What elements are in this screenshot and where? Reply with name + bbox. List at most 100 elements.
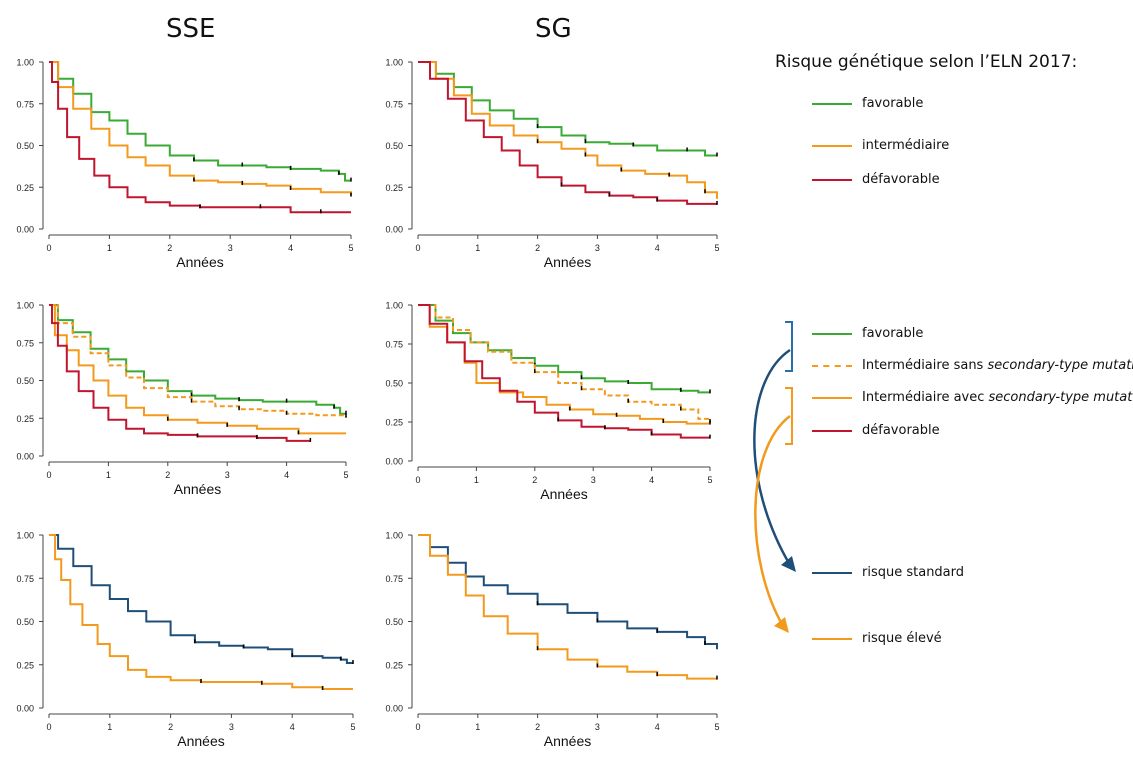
legend2-intermediate-without-swatch <box>812 365 852 367</box>
y-tick-label: 0.00 <box>16 225 34 235</box>
km-panel-row2-SSE: 0.00 0.25 0.50 0.75 1.00 0 1 2 3 4 5 Années <box>16 301 348 498</box>
x-tick-label: 2 <box>535 722 540 732</box>
x-axis-label: Années <box>544 254 591 270</box>
x-axis-label: Années <box>174 481 221 497</box>
x-axis-label: Années <box>177 733 224 749</box>
survival-curve <box>49 61 351 182</box>
x-tick-label: 4 <box>290 722 295 732</box>
y-tick-label: 0.75 <box>16 99 34 109</box>
x-tick-label: 0 <box>415 722 420 732</box>
legend2-favorable-swatch <box>812 333 852 335</box>
x-tick-label: 5 <box>707 475 712 485</box>
x-tick-label: 2 <box>165 470 170 480</box>
y-tick-label: 0.25 <box>385 660 403 670</box>
legend1-intermediate-label: intermédiaire <box>862 138 950 153</box>
x-tick-label: 0 <box>46 722 51 732</box>
km-panel-row3-SG: 0.00 0.25 0.50 0.75 1.00 0 1 2 3 4 5 Années <box>385 531 719 750</box>
survival-curve <box>49 534 353 690</box>
legend1-favorable-swatch <box>812 103 852 105</box>
km-panel-row1-SSE: 0.00 0.25 0.50 0.75 1.00 0 1 2 3 4 5 Années <box>16 58 353 271</box>
y-tick-label: 0.50 <box>385 617 403 627</box>
y-tick-label: 0.00 <box>385 457 403 467</box>
x-tick-label: 4 <box>284 470 289 480</box>
y-tick-label: 0.00 <box>385 704 403 714</box>
legend3-high-label: risque élevé <box>862 631 942 646</box>
x-tick-label: 3 <box>595 243 600 253</box>
legend2-intermediate-without-label: Intermédiaire sans secondary-type mutati… <box>862 358 1133 373</box>
legend2-intermediate-with-swatch <box>812 397 852 399</box>
y-tick-label: 0.00 <box>16 452 34 462</box>
y-tick-label: 1.00 <box>385 58 403 68</box>
km-panel-row2-SG: 0.00 0.25 0.50 0.75 1.00 0 1 2 3 4 5 Années <box>385 301 712 503</box>
y-tick-label: 0.00 <box>16 704 34 714</box>
y-tick-label: 0.75 <box>385 340 403 350</box>
survival-curve <box>49 304 311 442</box>
survival-curve <box>49 534 353 664</box>
legend3-high-swatch <box>812 638 852 640</box>
x-axis-label: Années <box>540 486 587 502</box>
x-tick-label: 3 <box>595 722 600 732</box>
x-tick-label: 1 <box>475 243 480 253</box>
legend2-adverse-label: défavorable <box>862 423 940 438</box>
survival-curve <box>49 304 346 435</box>
legend3-standard-label: risque standard <box>862 565 965 580</box>
x-tick-label: 1 <box>107 243 112 253</box>
x-tick-label: 0 <box>415 243 420 253</box>
legend2-adverse-swatch <box>812 430 852 432</box>
legend1-favorable-label: favorable <box>862 96 924 111</box>
legend2-intermediate-with-label: Intermédiaire avec secondary-type mutati… <box>862 390 1133 405</box>
x-axis-label: Années <box>176 254 223 270</box>
survival-curve <box>49 61 351 214</box>
y-tick-label: 0.75 <box>385 574 403 584</box>
survival-curve <box>418 61 718 199</box>
x-tick-label: 0 <box>415 475 420 485</box>
y-tick-label: 1.00 <box>16 58 34 68</box>
y-tick-label: 0.25 <box>16 660 34 670</box>
legend-title: Risque génétique selon l’ELN 2017: <box>775 52 1078 72</box>
x-tick-label: 5 <box>714 243 719 253</box>
y-tick-label: 0.25 <box>385 183 403 193</box>
x-tick-label: 5 <box>343 470 348 480</box>
km-panel-row1-SG: 0.00 0.25 0.50 0.75 1.00 0 1 2 3 4 5 Années <box>385 58 719 271</box>
y-tick-label: 0.25 <box>16 183 34 193</box>
y-tick-label: 0.25 <box>385 418 403 428</box>
x-tick-label: 1 <box>106 470 111 480</box>
x-tick-label: 3 <box>228 243 233 253</box>
y-tick-label: 0.50 <box>385 379 403 389</box>
y-tick-label: 1.00 <box>385 301 403 311</box>
y-tick-label: 0.50 <box>16 617 34 627</box>
y-tick-label: 0.00 <box>385 225 403 235</box>
x-tick-label: 2 <box>168 722 173 732</box>
survival-curve <box>418 61 717 205</box>
survival-curve <box>418 61 717 157</box>
legend3-standard-swatch <box>812 572 852 574</box>
column-title-sg: SG <box>535 14 572 44</box>
legend2-favorable-label: favorable <box>862 326 924 341</box>
survival-curve <box>49 304 346 415</box>
legend1-intermediate-swatch <box>812 145 852 147</box>
legend1-adverse-label: défavorable <box>862 172 940 187</box>
survival-curve <box>418 534 718 650</box>
y-tick-label: 1.00 <box>385 531 403 541</box>
x-tick-label: 2 <box>532 475 537 485</box>
y-tick-label: 0.75 <box>16 574 34 584</box>
x-tick-label: 1 <box>107 722 112 732</box>
x-tick-label: 5 <box>348 243 353 253</box>
y-tick-label: 0.75 <box>385 99 403 109</box>
x-tick-label: 4 <box>288 243 293 253</box>
y-tick-label: 0.25 <box>16 414 34 424</box>
survival-curve <box>418 304 710 394</box>
x-tick-label: 1 <box>474 475 479 485</box>
x-axis-label: Années <box>544 733 591 749</box>
survival-curve <box>418 304 710 425</box>
x-tick-label: 2 <box>535 243 540 253</box>
x-tick-label: 3 <box>225 470 230 480</box>
y-tick-label: 0.50 <box>16 376 34 386</box>
x-tick-label: 5 <box>350 722 355 732</box>
survival-curve <box>418 304 711 422</box>
x-tick-label: 5 <box>714 722 719 732</box>
survival-curve <box>418 304 710 439</box>
y-tick-label: 1.00 <box>16 531 34 541</box>
x-tick-label: 2 <box>167 243 172 253</box>
